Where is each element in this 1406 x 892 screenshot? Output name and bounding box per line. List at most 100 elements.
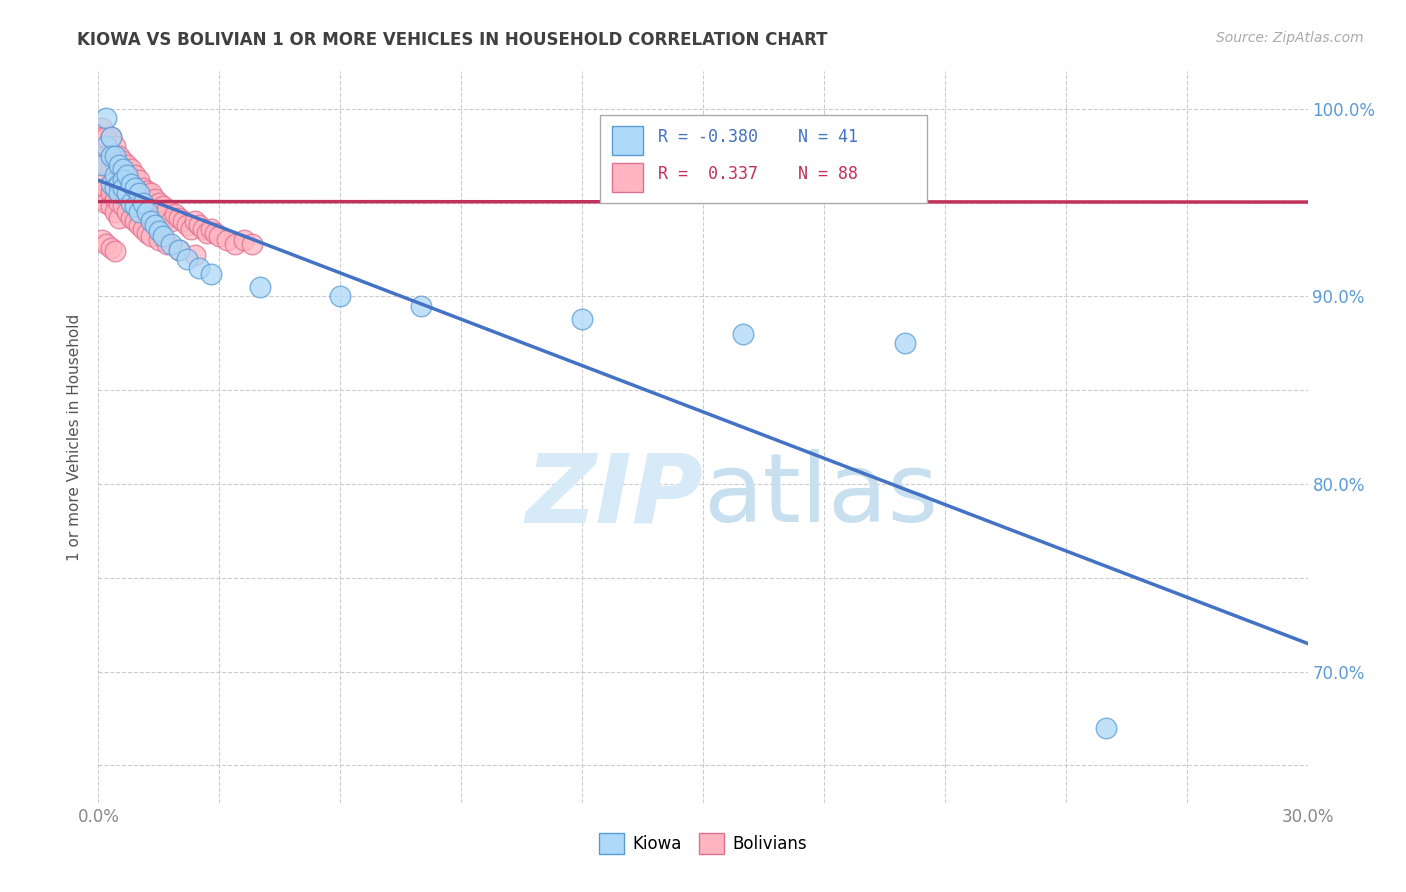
Point	[204, 226, 226, 240]
Point	[91, 192, 114, 206]
Point	[111, 173, 134, 187]
Point	[91, 233, 114, 247]
Point	[139, 214, 162, 228]
Point	[184, 248, 207, 262]
Point	[124, 168, 146, 182]
Point	[96, 130, 118, 145]
Point	[96, 112, 118, 126]
Point	[103, 168, 125, 182]
Point	[103, 158, 125, 172]
Point	[180, 222, 202, 236]
Point	[135, 185, 157, 199]
Point	[100, 177, 122, 191]
Point	[91, 120, 114, 135]
Point	[249, 280, 271, 294]
Point	[139, 186, 162, 201]
Legend: Kiowa, Bolivians: Kiowa, Bolivians	[593, 827, 813, 860]
Point	[128, 186, 150, 201]
Point	[160, 214, 183, 228]
Point	[100, 177, 122, 191]
Point	[224, 236, 246, 251]
Point	[103, 192, 125, 206]
Point	[135, 199, 157, 213]
Point	[100, 199, 122, 213]
Point	[96, 158, 118, 172]
Point	[893, 336, 915, 351]
Point	[115, 186, 138, 201]
Point	[107, 177, 129, 191]
Point	[793, 130, 815, 145]
Point	[200, 222, 222, 236]
Point	[100, 130, 122, 145]
Point	[111, 154, 134, 169]
Point	[100, 149, 122, 163]
Point	[103, 244, 125, 259]
Point	[124, 214, 146, 228]
Point	[143, 218, 166, 232]
Point	[120, 177, 142, 191]
Point	[160, 236, 183, 251]
Point	[195, 226, 218, 240]
Point	[152, 199, 174, 213]
Text: R =  0.337    N = 88: R = 0.337 N = 88	[658, 165, 858, 183]
Point	[329, 289, 352, 303]
Text: atlas: atlas	[703, 449, 938, 542]
Point	[232, 233, 254, 247]
Point	[100, 186, 122, 201]
Point	[111, 161, 134, 176]
Point	[96, 180, 118, 194]
Point	[91, 130, 114, 145]
Point	[172, 214, 194, 228]
Point	[184, 214, 207, 228]
Point	[1095, 721, 1118, 735]
Point	[148, 211, 170, 225]
Point	[96, 195, 118, 210]
Point	[152, 214, 174, 228]
Point	[571, 312, 593, 326]
Point	[107, 186, 129, 201]
Point	[132, 222, 155, 236]
Point	[107, 195, 129, 210]
Point	[107, 177, 129, 191]
Point	[103, 205, 125, 219]
Point	[103, 139, 125, 153]
Point	[148, 224, 170, 238]
Point	[208, 229, 231, 244]
Point	[115, 173, 138, 187]
Point	[733, 326, 755, 341]
Point	[188, 261, 211, 276]
Point	[128, 173, 150, 187]
Point	[111, 180, 134, 194]
Point	[167, 243, 190, 257]
Point	[128, 218, 150, 232]
Point	[120, 177, 142, 191]
Point	[188, 218, 211, 232]
Text: KIOWA VS BOLIVIAN 1 OR MORE VEHICLES IN HOUSEHOLD CORRELATION CHART: KIOWA VS BOLIVIAN 1 OR MORE VEHICLES IN …	[77, 31, 828, 49]
Point	[128, 199, 150, 213]
Point	[120, 211, 142, 225]
Point	[107, 211, 129, 225]
Point	[139, 199, 162, 213]
Point	[612, 158, 634, 172]
Point	[91, 177, 114, 191]
Point	[120, 195, 142, 210]
Point	[103, 149, 125, 163]
Point	[111, 180, 134, 194]
Text: Source: ZipAtlas.com: Source: ZipAtlas.com	[1216, 31, 1364, 45]
Point	[152, 229, 174, 244]
Point	[96, 236, 118, 251]
Y-axis label: 1 or more Vehicles in Household: 1 or more Vehicles in Household	[67, 313, 83, 561]
Point	[111, 169, 134, 184]
Point	[128, 205, 150, 219]
Point	[156, 236, 179, 251]
Text: ZIP: ZIP	[524, 449, 703, 542]
Text: R = -0.380    N = 41: R = -0.380 N = 41	[658, 128, 858, 146]
Point	[115, 158, 138, 172]
Point	[111, 199, 134, 213]
Point	[176, 252, 198, 266]
Point	[120, 161, 142, 176]
Point	[132, 180, 155, 194]
Point	[91, 158, 114, 172]
Point	[120, 192, 142, 206]
Point	[193, 222, 215, 236]
